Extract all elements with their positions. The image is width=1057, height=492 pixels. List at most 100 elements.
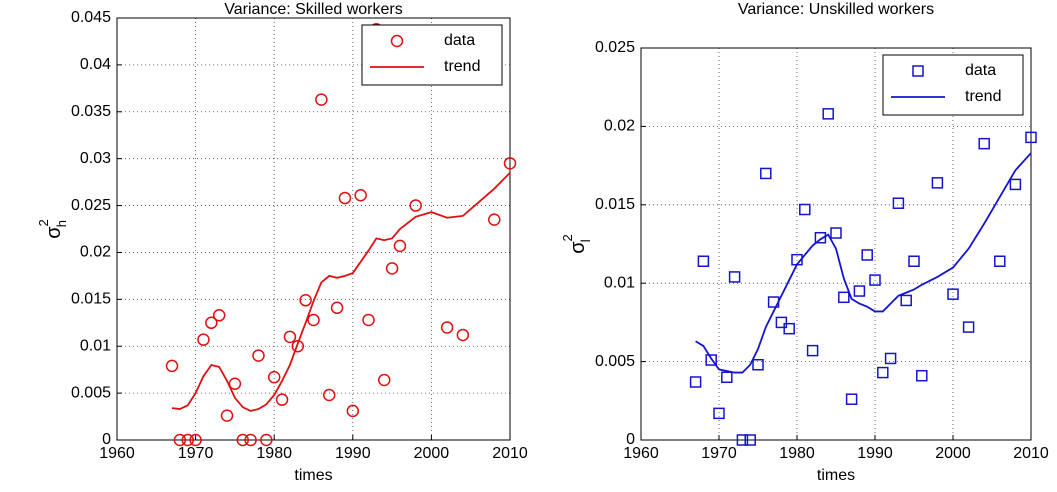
y-tick-label: 0.025: [71, 197, 111, 214]
data-point: [806, 344, 819, 357]
data-point: [197, 333, 210, 346]
data-point: [205, 316, 218, 330]
y-tick-label: 0: [626, 431, 635, 448]
data-point: [869, 274, 881, 286]
data-point: [503, 157, 517, 170]
data-point: [228, 377, 242, 390]
data-point: [252, 349, 265, 362]
y-label-sub: h: [54, 220, 69, 227]
data-point: [299, 294, 312, 307]
x-tick-label: 2000: [935, 445, 971, 462]
data-point: [900, 294, 912, 307]
x-tick-label: 1960: [623, 445, 659, 462]
data-point: [892, 197, 905, 209]
y-tick-label: 0.02: [604, 118, 635, 135]
y-tick-label: 0.015: [71, 291, 111, 308]
data-point: [1025, 131, 1037, 144]
data-point: [861, 249, 873, 261]
data-point: [244, 433, 257, 447]
data-point: [838, 291, 850, 304]
x-axis-label: times: [817, 467, 855, 484]
data-point: [393, 239, 407, 253]
x-tick-label: 2010: [1013, 445, 1049, 462]
legend-marker: [912, 65, 924, 77]
data-point: [1009, 178, 1022, 191]
x-tick-label: 1990: [335, 445, 371, 462]
data-point: [728, 271, 741, 283]
data-point: [978, 137, 990, 150]
y-tick-label: 0.035: [71, 103, 111, 120]
data-point: [908, 255, 920, 267]
data-point: [181, 433, 194, 447]
y-label-symbol: σ: [567, 241, 589, 254]
data-point: [752, 358, 764, 371]
x-tick-label: 1970: [178, 445, 214, 462]
data-point: [705, 354, 717, 366]
data-point: [456, 328, 470, 342]
data-point: [488, 213, 501, 226]
legend-label: data: [444, 32, 475, 49]
data-point: [362, 313, 375, 327]
data-point: [173, 433, 187, 447]
data-point: [440, 321, 454, 334]
data-point: [354, 188, 367, 202]
y-tick-label: 0.01: [604, 274, 635, 291]
x-tick-label: 1990: [857, 445, 893, 462]
y-tick-label: 0.025: [595, 39, 635, 56]
data-point: [994, 255, 1006, 267]
y-tick-label: 0.03: [80, 150, 111, 167]
data-point: [346, 404, 360, 418]
y-axis-label: σ2 h: [36, 219, 69, 239]
plot-frame: [116, 17, 511, 441]
data-point: [307, 313, 320, 327]
data-point: [822, 108, 834, 120]
plot-frame: [640, 47, 1032, 441]
data-point: [315, 93, 328, 106]
x-tick-label: 1980: [256, 445, 292, 462]
y-tick-label: 0.045: [71, 9, 111, 26]
data-point: [385, 262, 399, 275]
x-tick-label: 1970: [701, 445, 737, 462]
data-point: [931, 177, 944, 189]
data-point: [947, 288, 959, 300]
data-point: [409, 199, 422, 212]
data-point: [962, 321, 975, 333]
data-point: [283, 330, 297, 344]
data-point: [267, 370, 281, 384]
y-tick-label: 0.04: [80, 56, 111, 73]
legend-label: trend: [444, 58, 480, 75]
data-point: [338, 191, 352, 205]
y-tick-label: 0.005: [71, 384, 111, 401]
y-tick-label: 0.005: [595, 353, 635, 370]
data-point: [165, 359, 179, 373]
data-point: [799, 203, 811, 216]
data-point: [713, 407, 725, 420]
data-point: [236, 433, 250, 447]
data-point: [322, 388, 336, 402]
data-point: [689, 376, 702, 388]
x-tick-label: 2010: [492, 445, 528, 462]
data-point: [853, 285, 866, 297]
chart-title: Variance: Unskilled workers: [738, 1, 934, 18]
x-axis-label: times: [294, 467, 332, 484]
data-point: [189, 433, 202, 447]
legend-label: trend: [965, 88, 1001, 105]
y-tick-label: 0.02: [80, 244, 111, 261]
data-point: [736, 434, 749, 446]
data-point: [830, 227, 842, 239]
data-point: [697, 255, 710, 267]
trend-line: [695, 152, 1032, 374]
legend-label: data: [965, 62, 996, 79]
legend-marker: [390, 34, 404, 48]
data-point: [845, 393, 858, 405]
y-label-symbol: σ: [43, 226, 65, 239]
data-point: [275, 393, 289, 406]
legend-box: [361, 24, 503, 86]
plot-area: [117, 18, 510, 440]
data-point: [783, 322, 795, 335]
y-label-sup: 2: [36, 219, 51, 226]
y-label-sub: l: [578, 239, 593, 242]
x-tick-label: 1980: [779, 445, 815, 462]
data-point: [260, 433, 273, 447]
